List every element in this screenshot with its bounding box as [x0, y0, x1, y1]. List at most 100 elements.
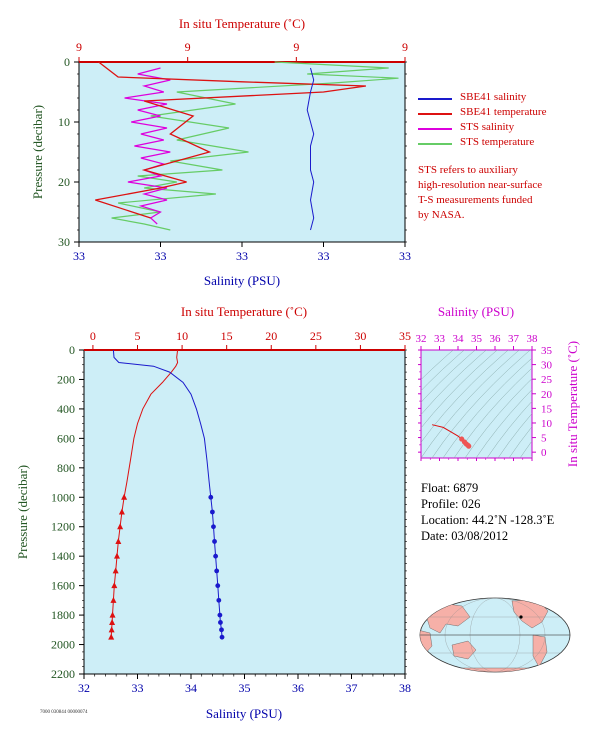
full-profile-salinity-point [214, 568, 220, 574]
ts-density-isoline [421, 350, 454, 380]
full-profile-pressure-tick-label: 1200 [51, 520, 75, 534]
full-profile-chart: 0 5 10 15 20 25 30 35 32 33 34 35 36 37 38 0 200 400 600 80… [15, 304, 411, 721]
full-profile-temperature-point [113, 552, 120, 559]
full-profile-pressure-tick-label: 400 [57, 402, 75, 416]
ts-temp-tick-label: 15 [541, 403, 553, 415]
ts-salinity-tick-label: 33 [434, 333, 446, 345]
full-profile-pressure-tick-label: 2000 [51, 638, 75, 652]
ts-salinity-tick-label: 35 [471, 333, 483, 345]
ts-salinity-tick-label: 37 [508, 333, 520, 345]
full-profile-salinity-tick-label: 32 [78, 681, 90, 695]
ts-salinity-tick-label: 34 [453, 333, 465, 345]
sts-note-line: high-resolution near-surface [418, 179, 543, 191]
near-surface-temp-tick-label: 9 [293, 40, 299, 54]
legend-label: SBE41 salinity [460, 91, 527, 103]
full-profile-temperature-point [108, 633, 115, 640]
ts-density-isoline [421, 350, 509, 443]
full-profile-temperature-point [108, 626, 115, 633]
full-profile-temp-axis-title: In situ Temperature (˚C) [181, 304, 307, 319]
full-profile-salinity-tick-label: 36 [292, 681, 304, 695]
full-profile-temperature-point [117, 523, 124, 530]
float-location-marker [519, 615, 523, 619]
ts-temp-tick-label: 0 [541, 447, 547, 459]
full-profile-temperature-point [109, 611, 116, 618]
full-profile-temp-tick-label: 35 [399, 329, 411, 343]
full-profile-salinity-point [210, 509, 215, 515]
ts-temp-tick-label: 5 [541, 433, 547, 445]
ts-density-isoline [486, 400, 532, 458]
full-profile-salinity-axis-title: Salinity (PSU) [206, 706, 282, 721]
full-profile-pressure-tick-label: 2200 [51, 667, 75, 681]
ts-density-isoline [475, 389, 532, 458]
map-land-south-america [532, 634, 548, 668]
ts-temp-tick-label: 25 [541, 374, 553, 386]
full-profile-plot-area [83, 349, 406, 675]
map-land-antarctica [424, 667, 566, 672]
full-profile-temperature-point [115, 537, 122, 544]
ts-density-isoline [508, 426, 532, 458]
near-surface-temp-axis-title: In situ Temperature (˚C) [179, 16, 305, 31]
near-surface-pressure-tick-label: 30 [58, 235, 70, 249]
ts-diagram: 32 33 34 35 36 37 38 0 5 10 15 20 25 30 35 Salinity (P… [416, 304, 581, 467]
ts-density-isoline [421, 350, 498, 429]
ts-density-isoline [421, 350, 520, 458]
full-profile-pressure-tick-label: 800 [57, 461, 75, 475]
near-surface-salinity-tick-label: 33 [73, 249, 85, 263]
near-surface-sbe41-temperature-line [95, 61, 366, 219]
full-profile-salinity-point [219, 634, 225, 640]
legend-label: SBE41 temperature [460, 106, 547, 118]
legend-swatch [418, 98, 452, 100]
full-profile-salinity-point [218, 620, 223, 625]
near-surface-salinity-tick-label: 33 [155, 249, 167, 263]
ts-salinity-axis-title: Salinity (PSU) [438, 304, 514, 319]
ts-point [466, 443, 472, 449]
float-number: Float: 6879 [421, 481, 479, 495]
full-profile-temp-tick-label: 15 [221, 329, 233, 343]
location: Location: 44.2˚N -128.3˚E [421, 513, 555, 527]
legend-swatch [418, 128, 452, 130]
legend-label: STS salinity [460, 121, 515, 133]
map-land-australia [451, 640, 477, 660]
ts-density-isoline [497, 413, 532, 458]
full-profile-temp-tick-label: 20 [265, 329, 277, 343]
ts-salinity-tick-label: 38 [527, 333, 539, 345]
full-profile-pressure-tick-label: 1800 [51, 608, 75, 622]
near-surface-sts-temperature-line [111, 61, 399, 231]
full-profile-salinity-point [213, 553, 219, 559]
near-surface-temp-tick-label: 9 [185, 40, 191, 54]
full-profile-salinity-point [217, 612, 223, 618]
full-profile-salinity-point [219, 627, 224, 633]
full-profile-temperature-point [118, 508, 125, 515]
sts-note-line: by NASA. [418, 209, 465, 221]
footer-stamp: 7000 030844 00000074 [40, 710, 88, 715]
full-profile-pressure-tick-label: 600 [57, 431, 75, 445]
full-profile-pressure-tick-label: 0 [69, 343, 75, 357]
near-surface-pressure-tick-label: 0 [64, 55, 70, 69]
legend-swatch [418, 143, 452, 145]
full-profile-salinity-line [112, 349, 223, 638]
ts-salinity-tick-label: 32 [416, 333, 427, 345]
ts-density-isoline [421, 350, 476, 403]
near-surface-temp-tick-label: 9 [76, 40, 82, 54]
near-surface-sts-salinity-line [124, 67, 171, 225]
full-profile-temp-tick-label: 25 [310, 329, 322, 343]
full-profile-pressure-axis-title: Pressure (decibar) [15, 465, 30, 559]
near-surface-sbe41-salinity-line [306, 67, 315, 231]
full-profile-temperature-point [109, 618, 116, 625]
full-profile-salinity-tick-label: 38 [399, 681, 411, 695]
full-profile-salinity-tick-label: 37 [346, 681, 358, 695]
world-map [419, 597, 571, 673]
full-profile-temp-tick-label: 30 [354, 329, 366, 343]
sts-note-line: STS refers to auxiliary [418, 164, 518, 176]
full-profile-salinity-point [215, 583, 221, 589]
legend-swatch [418, 113, 452, 115]
ts-density-isoline [464, 378, 532, 458]
ts-density-isoline [431, 350, 531, 458]
ts-temperature-axis-title: In situ Temperature (˚C) [565, 341, 580, 467]
full-profile-pressure-tick-label: 1600 [51, 579, 75, 593]
full-profile-temperature-point [111, 582, 118, 589]
full-profile-salinity-point [211, 524, 216, 530]
ts-density-isoline [421, 350, 487, 416]
full-profile-temperature-point [110, 596, 117, 603]
